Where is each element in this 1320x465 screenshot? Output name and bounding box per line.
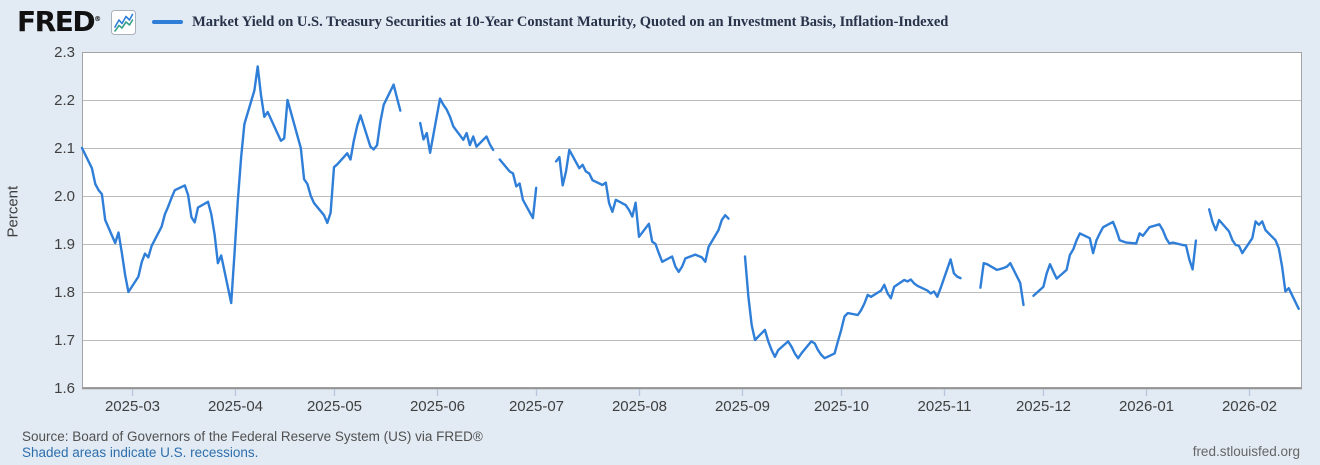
fred-graph-icon [111,9,137,35]
source-note: Source: Board of Governors of the Federa… [22,429,483,444]
series-line[interactable] [743,255,962,360]
x-axis-tick-label: 2025-07 [509,398,564,415]
plot-area[interactable] [82,52,1302,388]
series-line[interactable] [554,148,730,273]
series-line[interactable] [1032,220,1198,297]
recessions-note-link[interactable]: Shaded areas indicate U.S. recessions. [22,445,259,460]
x-axis-tick-label: 2025-10 [814,398,869,415]
y-axis-tick-label: 1.9 [54,236,75,253]
y-axis-tick-label: 1.6 [54,380,75,397]
y-axis-tick-label: 2.3 [54,44,75,61]
x-axis-tick-label: 2025-05 [307,398,362,415]
registered-mark: ® [94,15,102,23]
series-legend-dash-icon [152,20,184,24]
fred-logo-text: FRED [17,5,96,38]
y-axis-tick-label: 1.8 [54,284,75,301]
x-axis-tick-label: 2025-08 [612,398,667,415]
x-axis-tick-label: 2025-03 [105,398,160,415]
series-line[interactable] [1207,208,1300,310]
series-line[interactable] [498,158,538,220]
y-axis-tick-label: 2.1 [54,140,75,157]
x-axis-tick-label: 2025-09 [715,398,770,415]
fred-logo: FRED ® [17,8,101,36]
series-line[interactable] [419,97,495,155]
x-axis-tick-label: 2025-06 [410,398,465,415]
x-axis-tick-label: 2025-04 [208,398,263,415]
chart-header: FRED ® Market Yield on U.S. Treasury Secu… [17,7,948,37]
y-axis-tick-label: 2.2 [54,92,75,109]
series-legend-label: Market Yield on U.S. Treasury Securities… [192,13,949,30]
series-line[interactable] [979,262,1025,307]
x-axis-tick-label: 2025-12 [1016,398,1071,415]
series-line[interactable] [80,65,402,305]
x-axis-tick-label: 2026-02 [1222,398,1277,415]
site-link[interactable]: fred.stlouisfed.org [1192,444,1300,459]
chart-legend: Market Yield on U.S. Treasury Securities… [152,14,948,31]
x-axis-tick-label: 2025-11 [918,398,972,415]
y-axis-tick-label: 2.0 [54,188,75,205]
x-axis-tick-label: 2026-01 [1119,398,1174,415]
y-axis-tick-label: 1.7 [54,332,75,349]
plot-border [82,52,1302,388]
y-axis-title: Percent [4,185,22,238]
